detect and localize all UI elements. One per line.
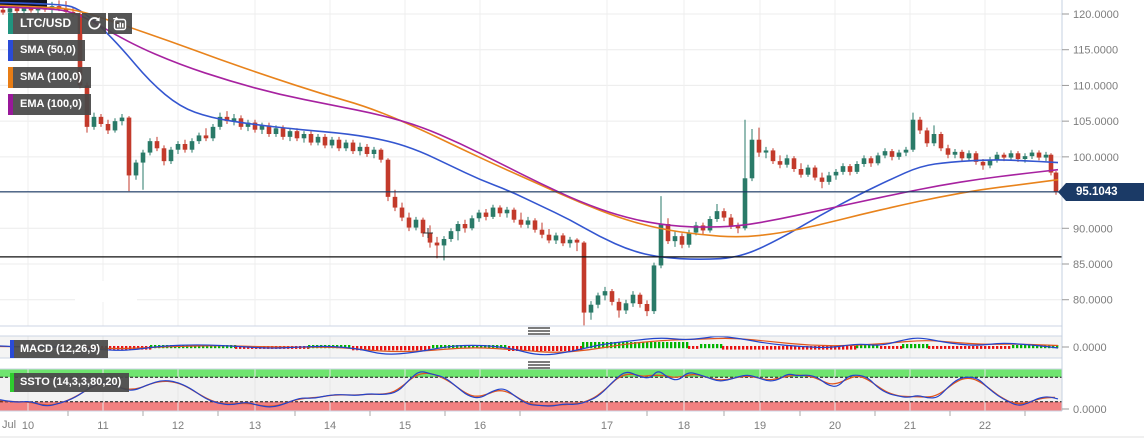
- ssto-accent-bar: [10, 373, 14, 392]
- time-axis-tick-label: 10: [22, 420, 34, 432]
- price-axis-tick-label: 120.0000: [1073, 9, 1119, 21]
- crosshair-marker: [423, 228, 433, 238]
- price-axis-tick-label: 115.0000: [1073, 45, 1118, 57]
- price-axis-tick-label: 85.0000: [1073, 259, 1113, 271]
- ssto-levels: [0, 376, 1062, 403]
- symbol-label: LTC/USD: [20, 16, 72, 30]
- symbol-toolbar-row: LTC/USD: [8, 13, 133, 34]
- last-price-badge: 95.1043: [1058, 183, 1144, 201]
- legend-sma100: SMA (100,0): [8, 67, 91, 88]
- symbol-badge: LTC/USD: [8, 13, 81, 34]
- time-axis-tick-label: 20: [829, 420, 841, 432]
- ssto-label: SSTO (14,3,3,80,20): [20, 376, 122, 388]
- time-axis-tick-label: 22: [979, 420, 991, 432]
- legend-ema100: EMA (100,0): [8, 94, 91, 115]
- ssto-lines: [0, 371, 1059, 408]
- time-axis-tick-label: 13: [249, 420, 261, 432]
- price-axis-tick-label: 105.0000: [1073, 116, 1119, 128]
- time-axis-tick-label: 19: [754, 420, 766, 432]
- last-price-value: 95.1043: [1076, 186, 1118, 198]
- time-axis-tick-label: 14: [324, 420, 336, 432]
- candles-layer: [0, 0, 1059, 326]
- ema100-label: EMA (100,0): [20, 98, 82, 110]
- indicators-button[interactable]: [108, 13, 133, 34]
- price-axis-tick-label: 110.0000: [1073, 80, 1118, 92]
- indicators-icon: [113, 16, 127, 31]
- price-axis-tick-label: 100.0000: [1073, 152, 1119, 164]
- symbol-accent-bar: [8, 13, 13, 34]
- sma100-line: [0, 4, 1059, 238]
- macd-badge: MACD (12,26,9): [10, 340, 109, 358]
- sma50-accent-bar: [8, 40, 13, 61]
- reference-lines: [0, 191, 1062, 258]
- time-axis-month-label: Jul: [2, 419, 17, 431]
- macd-panel-resize-grip[interactable]: [528, 327, 550, 335]
- refresh-button[interactable]: [82, 13, 107, 34]
- macd-lines: [0, 336, 1059, 356]
- sma100-accent-bar: [8, 67, 13, 88]
- time-axis-tick-label: 16: [474, 420, 486, 432]
- macd-label: MACD (12,26,9): [20, 343, 101, 355]
- time-axis-tick-label: 21: [904, 420, 916, 432]
- ema100-accent-bar: [8, 94, 13, 115]
- ssto-panel-resize-grip[interactable]: [528, 361, 550, 369]
- sma100-label: SMA (100,0): [20, 71, 82, 83]
- macd-accent-bar: [10, 340, 14, 358]
- time-axis-tick-label: 18: [678, 420, 690, 432]
- time-axis-tick-label: 17: [601, 420, 613, 432]
- indicator-axis-zero-label: 0.0000: [1073, 404, 1107, 416]
- price-axis-labels: 120.0000 115.0000 110.0000 105.0000 100.0000…: [1062, 9, 1119, 416]
- ssto-badge: SSTO (14,3,3,80,20): [10, 373, 130, 392]
- legend-sma50: SMA (50,0): [8, 40, 85, 61]
- time-axis-tick-label: 15: [399, 420, 411, 432]
- watermark-box: [75, 281, 137, 302]
- ema100-line: [0, 6, 1059, 228]
- time-axis-tick-label: 11: [97, 420, 108, 432]
- time-axis-tick-label: 12: [172, 420, 184, 432]
- refresh-icon: [87, 17, 101, 30]
- indicator-axis-zero-label: 0.0000: [1073, 342, 1107, 354]
- time-axis-labels: 10 11 12 13 14 15 16 17 18 19 20 21 22: [22, 411, 1026, 432]
- price-axis-tick-label: 80.0000: [1073, 295, 1113, 307]
- price-axis-tick-label: 90.0000: [1073, 223, 1113, 235]
- sma50-label: SMA (50,0): [20, 44, 76, 56]
